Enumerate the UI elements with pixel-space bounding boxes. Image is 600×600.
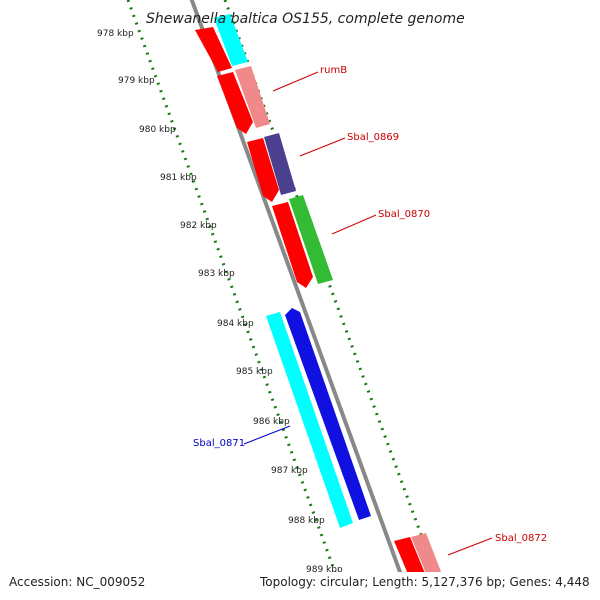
gene-feature[interactable] [217,72,253,134]
gene-label-Sbal_0871[interactable]: Sbal_0871 [193,438,245,449]
gene-feature[interactable] [285,308,371,520]
tick-label: 988 kbp [288,516,325,526]
gene-label-Sbal_0872[interactable]: Sbal_0872 [495,533,547,544]
gene-feature[interactable] [272,202,313,288]
gene-feature-Sbal_0872[interactable] [411,533,452,600]
tick-label: 985 kbp [236,367,273,377]
gene-label-Sbal_0870[interactable]: Sbal_0870 [378,209,430,220]
tick-label: 983 kbp [198,269,235,279]
gene-feature[interactable] [214,14,248,66]
gene-feature-Sbal_0870[interactable] [289,195,333,284]
gene-feature-rumB[interactable] [235,66,270,128]
tick-label: 978 kbp [97,29,134,39]
tick-label: 987 kbp [271,466,308,476]
gene-label-Sbal_0869[interactable]: Sbal_0869 [347,132,399,143]
topology-summary-text: Topology: circular; Length: 5,127,376 bp… [259,575,590,589]
tick-label: 984 kbp [217,319,254,329]
reverse-strand [266,308,371,528]
gene-feature-Sbal_0869[interactable] [264,133,296,195]
gene-feature[interactable] [247,138,279,202]
leader-line [243,425,291,445]
gene-feature[interactable] [195,27,232,72]
gene-feature-Sbal_0871[interactable] [266,312,353,528]
leader-line [272,71,319,92]
map-title: Shewanella baltica OS155, complete genom… [146,11,465,27]
gene-labels: rumB Sbal_0869 Sbal_0870 Sbal_0871 Sbal_… [193,65,547,556]
tick-label: 989 kbp [306,565,343,575]
tick-label: 980 kbp [139,125,176,135]
leader-line [299,137,346,157]
axis-tick-labels: 978 kbp 979 kbp 980 kbp 981 kbp 982 kbp … [97,29,343,575]
gene-feature[interactable] [394,537,436,600]
forward-strand [195,14,452,600]
leader-line [447,537,493,556]
gene-label-rumB[interactable]: rumB [320,65,347,76]
tick-label: 979 kbp [118,76,155,86]
accession-text: Accession: NC_009052 [9,575,145,589]
tick-label: 986 kbp [253,417,290,427]
leader-line [331,214,377,235]
tick-label: 981 kbp [160,173,197,183]
tick-label: 982 kbp [180,221,217,231]
